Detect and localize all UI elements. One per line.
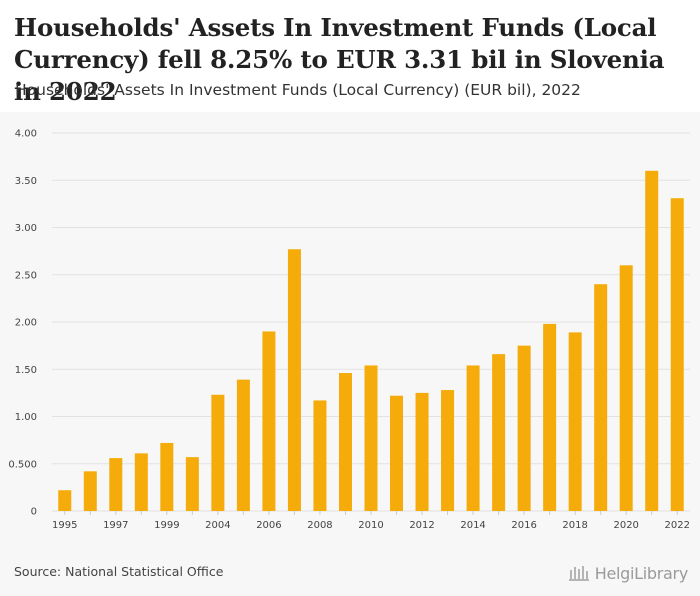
bar-2011[interactable] (390, 395, 404, 511)
source-text: Source: National Statistical Office (14, 564, 224, 579)
bar-chart: 0 0.500 1.00 1.50 2.00 2.50 3.00 3.50 4.00 1995 19… (8, 129, 690, 531)
bar-2017[interactable] (543, 323, 557, 511)
y-tick-label: 1.50 (15, 365, 37, 376)
bar-2022[interactable] (670, 198, 684, 511)
bar-2004[interactable] (211, 394, 225, 511)
y-tick-label: 3.50 (15, 176, 37, 187)
bar-2018[interactable] (568, 332, 582, 511)
bar-2015[interactable] (492, 354, 506, 511)
bar-1995[interactable] (58, 490, 72, 511)
y-tick-label: 2.50 (15, 270, 37, 281)
x-tick-label: 2010 (358, 520, 383, 531)
chart-subtitle: Households' Assets In Investment Funds (… (15, 81, 581, 99)
y-tick-label: 1.00 (15, 412, 37, 423)
bar-2021[interactable] (645, 170, 659, 512)
bar-2016[interactable] (517, 345, 531, 511)
x-tick-label: 2012 (409, 520, 434, 531)
chart-title: Households' Assets In Investment Funds (… (14, 13, 665, 106)
y-tick-label: 3.00 (15, 223, 37, 234)
x-tick-label: 1999 (154, 520, 179, 531)
bar-2000[interactable] (185, 457, 199, 511)
brand-text: HelgiLibrary (594, 563, 689, 583)
bar-2010[interactable] (364, 365, 378, 511)
x-tick-label: 2004 (205, 520, 230, 531)
brand-logo: HelgiLibrary (568, 560, 688, 586)
bar-1998[interactable] (134, 453, 148, 511)
bar-2012[interactable] (415, 392, 429, 511)
library-icon (568, 566, 589, 581)
x-tick-label: 2020 (613, 520, 638, 531)
bar-1999[interactable] (160, 442, 174, 511)
x-tick-label: 1997 (103, 520, 128, 531)
bar-2013[interactable] (441, 390, 455, 511)
y-tick-label: 4.00 (15, 129, 37, 140)
bar-2008[interactable] (313, 400, 327, 511)
x-tick-label: 2008 (307, 520, 332, 531)
x-tick-label: 1995 (52, 520, 77, 531)
y-tick-label: 2.00 (15, 318, 37, 329)
bar-2020[interactable] (619, 265, 633, 511)
y-tick-label: 0.500 (8, 459, 37, 470)
bar-2009[interactable] (338, 373, 352, 511)
bar-2007[interactable] (287, 249, 301, 512)
bar-2005[interactable] (236, 379, 250, 511)
x-tick-label: 2014 (460, 520, 485, 531)
bar-1997[interactable] (109, 458, 123, 511)
bar-2014[interactable] (466, 365, 480, 511)
x-tick-label: 2018 (562, 520, 587, 531)
bar-1996[interactable] (83, 471, 97, 511)
y-tick-label: 0 (31, 507, 37, 518)
chart-area: 0 0.500 1.00 1.50 2.00 2.50 3.00 3.50 4.00 1995 19… (0, 112, 700, 554)
header: Households' Assets In Investment Funds (… (0, 0, 700, 112)
bar-2006[interactable] (262, 331, 276, 511)
x-tick-label: 2022 (665, 520, 690, 531)
x-tick-label: 2006 (256, 520, 281, 531)
x-tick-label: 2016 (511, 520, 536, 531)
footer: Source: National Statistical Office Helg… (0, 554, 700, 596)
bar-2019[interactable] (594, 284, 608, 511)
